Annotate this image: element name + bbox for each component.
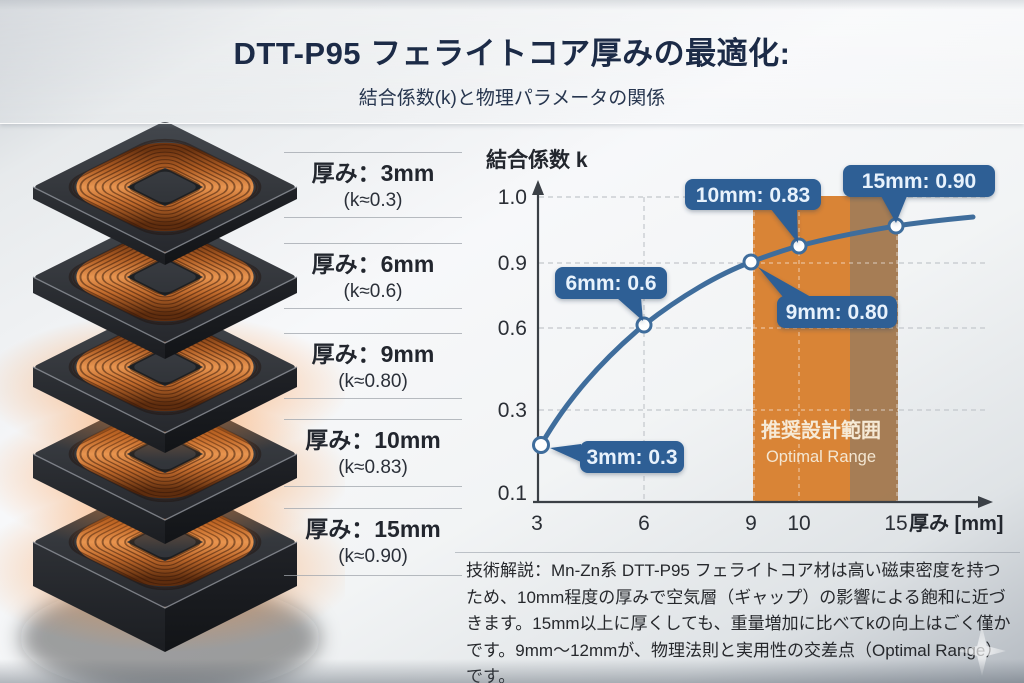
copper-coil xyxy=(68,138,262,236)
core-layer-6mm xyxy=(32,212,298,359)
thickness-label: 厚み：9mm xyxy=(311,341,435,367)
x-tick: 10 xyxy=(787,512,810,535)
core-edge-highlight xyxy=(32,276,298,344)
y-tick: 0.3 xyxy=(498,399,527,422)
k-value-label: (k≈0.90) xyxy=(338,545,408,567)
core-edge-highlight xyxy=(32,453,298,521)
callout-pointer xyxy=(881,196,907,223)
layer-label-6mm: 厚み：6mm (k≈0.6) xyxy=(284,243,462,309)
callout-pointer xyxy=(617,298,643,321)
callout-bubble xyxy=(685,179,821,210)
y-axis-title: 結合係数 k xyxy=(486,148,588,172)
band-muted xyxy=(850,196,898,502)
data-point-6mm xyxy=(635,316,653,334)
x-tick: 6 xyxy=(638,512,650,535)
core-top-face xyxy=(35,122,295,252)
optimal-range-label-en: Optimal Range xyxy=(766,448,876,466)
k-value-label: (k≈0.3) xyxy=(343,189,403,211)
callout-bubble xyxy=(580,441,684,473)
x-tick: 9 xyxy=(745,512,757,535)
ferrite-core-stack-illustration xyxy=(0,122,345,683)
callout-pointer xyxy=(770,208,798,243)
layer-label-3mm: 厚み：3mm (k≈0.3) xyxy=(284,152,462,218)
thickness-label: 厚み：15mm xyxy=(305,516,441,542)
top-edge-shading xyxy=(0,0,1024,10)
core-side-left xyxy=(33,187,165,265)
data-point-3mm xyxy=(532,436,550,454)
x-axis-title: 厚み [mm] xyxy=(909,513,1003,535)
core-side-left xyxy=(33,542,165,652)
y-tick: 0.6 xyxy=(498,317,527,340)
core-side-left xyxy=(33,277,165,359)
y-axis-arrow xyxy=(532,180,544,195)
callout-10mm: 10mm: 0.83 xyxy=(685,179,821,243)
core-layer-9mm xyxy=(0,302,345,461)
core-top-face xyxy=(35,302,295,432)
y-tick: 1.0 xyxy=(498,186,527,209)
layer-label-9mm: 厚み：9mm (k≈0.80) xyxy=(284,333,462,399)
core-side-left xyxy=(33,454,165,544)
thickness-label: 厚み：3mm xyxy=(311,160,435,186)
core-side-left xyxy=(33,367,165,453)
k-value-label: (k≈0.83) xyxy=(338,456,408,478)
callout-text: 6mm: 0.6 xyxy=(565,272,656,295)
layer-label-15mm: 厚み：15mm (k≈0.90) xyxy=(284,508,462,576)
technical-note: 技術解説：Mn-Zn系 DTT-P95 フェライトコア材は高い磁束密度を持つため… xyxy=(466,561,1011,683)
bottom-edge-shading xyxy=(0,659,1024,683)
layer-label-10mm: 厚み：10mm (k≈0.83) xyxy=(284,419,462,487)
core-edge-highlight xyxy=(32,366,298,434)
copper-coil xyxy=(68,318,262,416)
callout-text: 15mm: 0.90 xyxy=(862,170,976,193)
core-edge-highlight xyxy=(32,186,298,254)
x-axis-arrow xyxy=(978,496,993,508)
core-side-right xyxy=(165,367,297,453)
callout-bubble xyxy=(555,267,667,299)
y-tick: 0.9 xyxy=(498,252,527,275)
core-side-right xyxy=(165,187,297,265)
thickness-label: 厚み：6mm xyxy=(311,251,435,277)
core-side-right xyxy=(165,277,297,359)
page-subtitle: 結合係数(k)と物理パラメータの関係 xyxy=(358,88,666,109)
y-tick-labels: 1.0 0.9 0.6 0.3 0.1 xyxy=(498,186,527,505)
callout-text: 3mm: 0.3 xyxy=(586,446,677,469)
data-points xyxy=(532,217,905,454)
x-tick: 3 xyxy=(531,512,543,535)
callout-bubble xyxy=(777,296,897,328)
k-value-label: (k≈0.6) xyxy=(343,280,403,302)
data-point-10mm xyxy=(790,237,808,255)
core-edge-highlight xyxy=(32,541,298,609)
callout-pointer xyxy=(758,267,811,297)
callout-text: 10mm: 0.83 xyxy=(696,184,810,207)
callout-3mm: 3mm: 0.3 xyxy=(550,441,684,473)
callout-9mm: 9mm: 0.80 xyxy=(758,267,897,328)
callout-15mm: 15mm: 0.90 xyxy=(843,165,995,223)
data-point-9mm xyxy=(742,253,760,271)
callout-text: 9mm: 0.80 xyxy=(786,301,889,324)
thickness-label: 厚み：10mm xyxy=(305,427,441,453)
core-side-right xyxy=(165,454,297,544)
callout-pointer xyxy=(550,444,581,462)
core-side-right xyxy=(165,542,297,652)
footnote-divider xyxy=(455,552,1020,553)
callout-6mm: 6mm: 0.6 xyxy=(555,267,667,321)
page-title: DTT-P95 フェライトコア厚みの最適化: xyxy=(233,36,791,71)
x-tick: 15 xyxy=(884,512,907,535)
core-layer-3mm xyxy=(32,122,298,265)
optimal-range-label-ja: 推奨設計範囲 xyxy=(761,418,881,442)
y-tick: 0.1 xyxy=(498,482,527,505)
coupling-coefficient-chart: 推奨設計範囲 Optimal Range 結合係数 k 厚み [mm] 1.0 … xyxy=(486,148,1003,535)
header: DTT-P95 フェライトコア厚みの最適化: 結合係数(k)と物理パラメータの関… xyxy=(0,0,1024,124)
k-value-label: (k≈0.80) xyxy=(338,370,408,392)
x-tick-labels: 3 6 9 10 15 xyxy=(531,512,908,535)
core-top-face xyxy=(35,212,295,342)
copper-coil xyxy=(68,228,262,326)
callout-bubble xyxy=(843,165,995,197)
